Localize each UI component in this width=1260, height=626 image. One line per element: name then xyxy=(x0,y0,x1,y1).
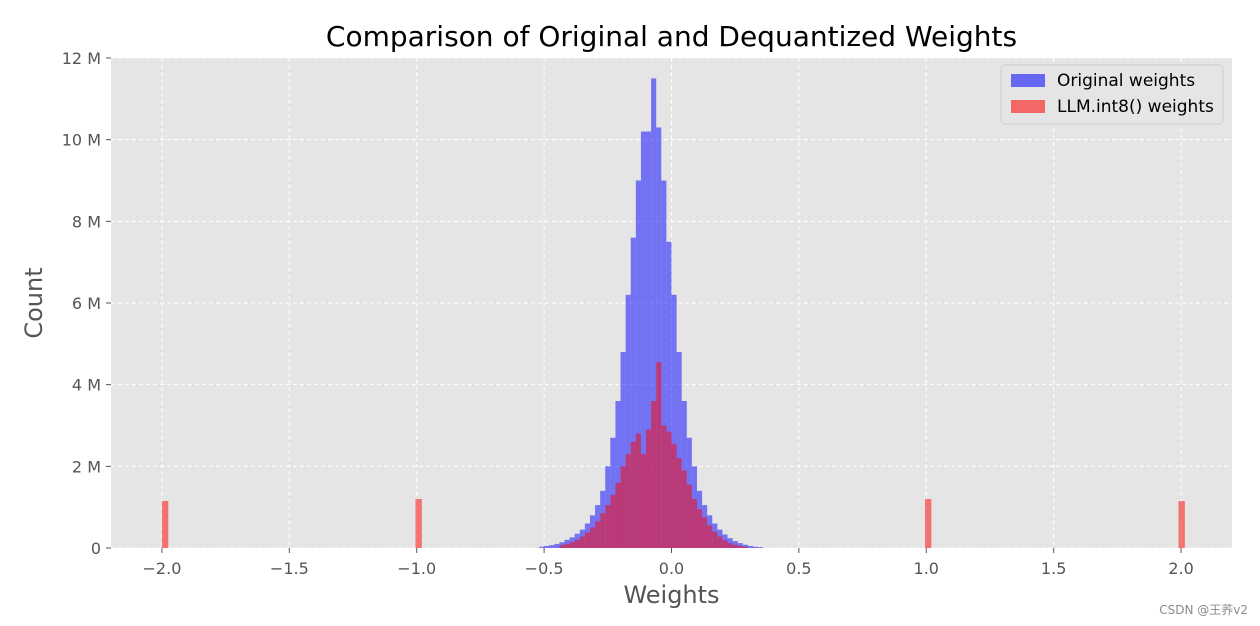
histogram-bar-int8 xyxy=(656,362,662,548)
y-tick-label: 0 xyxy=(91,539,101,558)
histogram-bar-original xyxy=(651,78,657,549)
histogram-bar-int8 xyxy=(732,544,738,548)
x-tick-label: 1.0 xyxy=(914,559,939,578)
y-tick-label: 2 M xyxy=(72,457,101,476)
histogram-bar-int8 xyxy=(691,499,697,548)
watermark-text: CSDN @王荞v2 xyxy=(1159,603,1248,617)
histogram-bar-original xyxy=(742,544,748,548)
histogram-bar-original xyxy=(661,180,667,548)
y-axis-label: Count xyxy=(20,267,48,338)
y-tick-label: 6 M xyxy=(72,294,101,313)
histogram-bar-original xyxy=(635,180,641,548)
histogram-bar-int8 xyxy=(671,443,677,548)
histogram-bar-int8 xyxy=(727,543,733,548)
chart-title: Comparison of Original and Dequantized W… xyxy=(326,20,1017,53)
histogram-bar-original xyxy=(666,241,672,548)
histogram-bar-original xyxy=(732,541,738,548)
histogram-bar-original xyxy=(646,131,652,548)
histogram-bar-original xyxy=(554,543,560,548)
histogram-bar-original xyxy=(737,543,743,548)
histogram-bar-int8 xyxy=(717,536,723,548)
histogram-bar-int8 xyxy=(625,454,631,548)
histogram-bar-original xyxy=(753,546,759,548)
histogram-bar-int8 xyxy=(161,501,169,548)
histogram-bar-int8 xyxy=(569,542,575,548)
histogram-bar-int8 xyxy=(646,429,652,548)
histogram-bar-original xyxy=(610,437,616,548)
histogram-bar-int8 xyxy=(661,425,667,548)
histogram-bar-int8 xyxy=(615,482,621,548)
histogram-bar-int8 xyxy=(651,401,657,548)
bars-int8-weights xyxy=(161,362,1185,548)
histogram-bar-original xyxy=(549,545,555,548)
histogram-bar-int8 xyxy=(742,546,748,548)
y-tick-label: 8 M xyxy=(72,212,101,231)
x-tick-label: 2.0 xyxy=(1168,559,1193,578)
y-tick-label: 4 M xyxy=(72,376,101,395)
histogram-bar-original xyxy=(640,131,647,548)
histogram-bar-int8 xyxy=(600,513,606,548)
histogram-bar-int8 xyxy=(415,499,422,548)
legend-swatch-original-weights xyxy=(1011,74,1045,87)
x-tick-label: −2.0 xyxy=(143,559,182,578)
y-tick-label: 12 M xyxy=(62,49,101,68)
histogram-bar-original xyxy=(620,352,626,548)
x-axis: −2.0 −1.5 −1.0 −0.5 0.0 0.5 1.0 1.5 2.0 xyxy=(143,548,1194,578)
histogram-bar-int8 xyxy=(640,454,647,548)
x-tick-label: 1.5 xyxy=(1041,559,1066,578)
histogram-bar-int8 xyxy=(584,532,590,548)
histogram-bar-int8 xyxy=(635,433,641,548)
histogram-bar-int8 xyxy=(676,458,682,548)
histogram-bar-int8 xyxy=(696,509,703,548)
x-tick-label: 0.0 xyxy=(659,559,684,578)
histogram-bar-int8 xyxy=(737,545,743,548)
histogram-bar-original xyxy=(615,401,621,548)
histogram-bar-int8 xyxy=(666,431,672,548)
histogram-bar-int8 xyxy=(620,466,626,548)
histogram-bar-int8 xyxy=(605,505,611,548)
histogram-bar-original xyxy=(539,546,545,548)
histogram-bar-int8 xyxy=(630,441,636,548)
histogram-bar-int8 xyxy=(574,539,580,548)
histogram-bar-original xyxy=(747,545,754,548)
legend-box xyxy=(1000,64,1224,125)
legend-swatch-int8-weights xyxy=(1011,100,1045,113)
histogram-bar-int8 xyxy=(924,499,932,548)
x-tick-label: −1.5 xyxy=(270,559,309,578)
histogram-bar-int8 xyxy=(707,525,713,548)
histogram-bar-int8 xyxy=(559,545,565,548)
histogram-bar-original xyxy=(544,545,550,548)
histogram-bar-int8 xyxy=(712,531,718,548)
histogram-bar-original xyxy=(630,237,636,548)
histogram-bar-original xyxy=(676,352,682,548)
histogram-bar-original xyxy=(758,547,764,548)
histogram-bar-int8 xyxy=(595,521,601,548)
x-axis-label: Weights xyxy=(623,581,719,609)
legend-label-int8-weights: LLM.int8() weights xyxy=(1057,97,1214,117)
histogram-bar-int8 xyxy=(610,494,616,548)
histogram-bar-int8 xyxy=(1178,501,1185,548)
legend-label-original-weights: Original weights xyxy=(1057,71,1195,91)
histogram-bar-int8 xyxy=(702,517,708,548)
y-tick-label: 10 M xyxy=(62,131,101,150)
x-tick-label: −0.5 xyxy=(525,559,564,578)
histogram-bar-int8 xyxy=(564,543,570,548)
x-tick-label: 0.5 xyxy=(786,559,811,578)
y-axis: 0 2 M 4 M 6 M 8 M 10 M 12 M xyxy=(62,49,111,558)
histogram-bar-original xyxy=(656,127,662,549)
histogram-bar-original xyxy=(671,294,677,548)
legend: Original weights LLM.int8() weights xyxy=(1000,64,1224,125)
x-tick-label: −1.0 xyxy=(397,559,436,578)
histogram-bar-original xyxy=(625,294,631,548)
histogram-bar-int8 xyxy=(589,527,596,548)
histogram-bar-int8 xyxy=(686,484,692,548)
histogram-bar-int8 xyxy=(579,536,585,548)
histogram-bar-int8 xyxy=(722,540,728,548)
histogram-bar-int8 xyxy=(681,470,687,548)
histogram-bar-original xyxy=(564,539,570,548)
